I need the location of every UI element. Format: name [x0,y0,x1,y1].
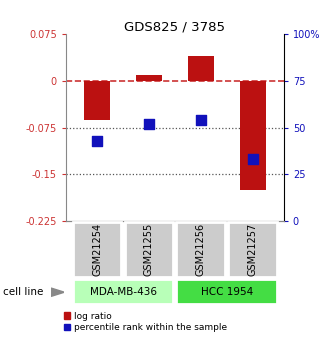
Point [198,117,204,123]
Text: GSM21255: GSM21255 [144,223,154,276]
Point [250,157,255,162]
Bar [240,81,266,190]
Title: GDS825 / 3785: GDS825 / 3785 [124,20,225,33]
Text: GSM21257: GSM21257 [248,223,258,276]
Text: GSM21254: GSM21254 [92,223,102,276]
Bar [84,81,110,120]
Text: MDA-MB-436: MDA-MB-436 [89,287,156,296]
FancyBboxPatch shape [177,222,225,277]
Bar [188,56,214,81]
FancyBboxPatch shape [73,222,121,277]
FancyBboxPatch shape [125,222,173,277]
Point [146,121,151,127]
Polygon shape [51,288,64,296]
Text: cell line: cell line [3,287,44,296]
Legend: log ratio, percentile rank within the sample: log ratio, percentile rank within the sa… [64,312,227,332]
Bar [136,75,162,81]
FancyBboxPatch shape [228,222,277,277]
Text: HCC 1954: HCC 1954 [201,287,253,296]
FancyBboxPatch shape [177,279,277,304]
Text: GSM21256: GSM21256 [196,223,206,276]
FancyBboxPatch shape [73,279,173,304]
Point [94,138,100,144]
